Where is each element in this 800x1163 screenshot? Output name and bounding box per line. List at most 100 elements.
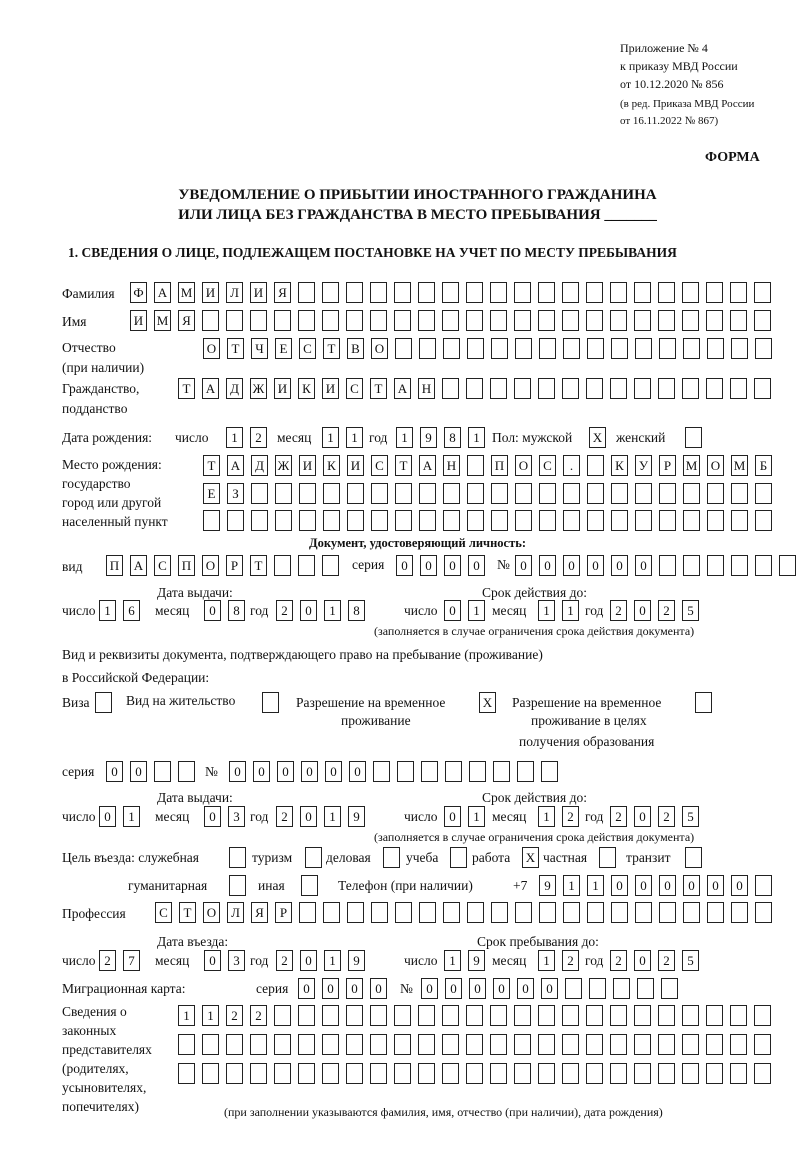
char-box[interactable]: Я	[251, 902, 268, 923]
char-box[interactable]: 0	[541, 978, 558, 999]
char-box[interactable]	[466, 1063, 483, 1084]
char-box[interactable]	[610, 1063, 627, 1084]
char-box[interactable]	[634, 282, 651, 303]
char-box[interactable]: Р	[659, 455, 676, 476]
char-box[interactable]	[755, 902, 772, 923]
char-box[interactable]	[418, 282, 435, 303]
char-box[interactable]	[178, 1034, 195, 1055]
checkbox[interactable]	[305, 847, 322, 868]
checkbox[interactable]	[95, 692, 112, 713]
char-box[interactable]: И	[202, 282, 219, 303]
char-box[interactable]	[538, 1005, 555, 1026]
char-box[interactable]: 1	[178, 1005, 195, 1026]
char-box[interactable]: 0	[298, 978, 315, 999]
char-box[interactable]: 1	[226, 427, 243, 448]
char-box[interactable]	[755, 338, 772, 359]
char-box[interactable]	[610, 310, 627, 331]
checkbox[interactable]	[229, 875, 246, 896]
char-box[interactable]	[418, 1063, 435, 1084]
char-box[interactable]: 1	[468, 600, 485, 621]
char-box[interactable]: 5	[682, 806, 699, 827]
char-box[interactable]	[562, 282, 579, 303]
char-box[interactable]	[394, 282, 411, 303]
char-box[interactable]: Ч	[251, 338, 268, 359]
char-box[interactable]	[562, 1063, 579, 1084]
char-box[interactable]	[659, 338, 676, 359]
char-box[interactable]: В	[347, 338, 364, 359]
char-box[interactable]	[587, 455, 604, 476]
char-box[interactable]	[322, 310, 339, 331]
char-box[interactable]	[202, 1034, 219, 1055]
char-box[interactable]	[274, 1005, 291, 1026]
char-box[interactable]	[634, 378, 651, 399]
char-box[interactable]	[443, 902, 460, 923]
char-box[interactable]: 1	[396, 427, 413, 448]
char-box[interactable]	[202, 310, 219, 331]
char-box[interactable]: 2	[99, 950, 116, 971]
checkbox[interactable]	[599, 847, 616, 868]
char-box[interactable]	[370, 310, 387, 331]
char-box[interactable]	[514, 378, 531, 399]
char-box[interactable]: 0	[204, 950, 221, 971]
char-box[interactable]	[635, 338, 652, 359]
char-box[interactable]: 1	[587, 875, 604, 896]
char-box[interactable]	[658, 378, 675, 399]
char-box[interactable]	[346, 282, 363, 303]
char-box[interactable]: 0	[444, 806, 461, 827]
char-box[interactable]	[370, 282, 387, 303]
char-box[interactable]	[586, 1034, 603, 1055]
char-box[interactable]: Ф	[130, 282, 147, 303]
char-box[interactable]: 1	[562, 600, 579, 621]
char-box[interactable]: 0	[204, 806, 221, 827]
char-box[interactable]	[346, 310, 363, 331]
char-box[interactable]: А	[202, 378, 219, 399]
char-box[interactable]	[491, 483, 508, 504]
char-box[interactable]	[299, 902, 316, 923]
char-box[interactable]: О	[203, 338, 220, 359]
char-box[interactable]	[731, 555, 748, 576]
char-box[interactable]: 0	[611, 875, 628, 896]
char-box[interactable]	[445, 761, 462, 782]
char-box[interactable]	[299, 510, 316, 531]
char-box[interactable]	[754, 1063, 771, 1084]
char-box[interactable]: 8	[444, 427, 461, 448]
char-box[interactable]	[323, 510, 340, 531]
char-box[interactable]	[731, 338, 748, 359]
char-box[interactable]: 1	[346, 427, 363, 448]
char-box[interactable]: С	[155, 902, 172, 923]
char-box[interactable]	[730, 1005, 747, 1026]
char-box[interactable]	[562, 1005, 579, 1026]
char-box[interactable]	[538, 310, 555, 331]
char-box[interactable]: П	[106, 555, 123, 576]
char-box[interactable]	[587, 483, 604, 504]
char-box[interactable]	[683, 902, 700, 923]
char-box[interactable]: 9	[420, 427, 437, 448]
char-box[interactable]	[421, 761, 438, 782]
char-box[interactable]	[467, 338, 484, 359]
char-box[interactable]: 9	[468, 950, 485, 971]
char-box[interactable]	[274, 310, 291, 331]
char-box[interactable]	[634, 310, 651, 331]
char-box[interactable]	[442, 378, 459, 399]
char-box[interactable]: У	[635, 455, 652, 476]
char-box[interactable]	[394, 1034, 411, 1055]
char-box[interactable]: .	[563, 455, 580, 476]
char-box[interactable]	[517, 761, 534, 782]
char-box[interactable]	[587, 338, 604, 359]
char-box[interactable]	[586, 1063, 603, 1084]
char-box[interactable]: 0	[370, 978, 387, 999]
char-box[interactable]	[394, 310, 411, 331]
char-box[interactable]: 0	[444, 600, 461, 621]
char-box[interactable]: Т	[178, 378, 195, 399]
char-box[interactable]	[611, 510, 628, 531]
char-box[interactable]: 0	[396, 555, 413, 576]
char-box[interactable]	[467, 510, 484, 531]
char-box[interactable]	[659, 510, 676, 531]
char-box[interactable]: 2	[610, 600, 627, 621]
char-box[interactable]	[586, 282, 603, 303]
char-box[interactable]: Ж	[275, 455, 292, 476]
char-box[interactable]	[707, 555, 724, 576]
char-box[interactable]	[706, 310, 723, 331]
char-box[interactable]	[322, 1063, 339, 1084]
char-box[interactable]	[730, 378, 747, 399]
